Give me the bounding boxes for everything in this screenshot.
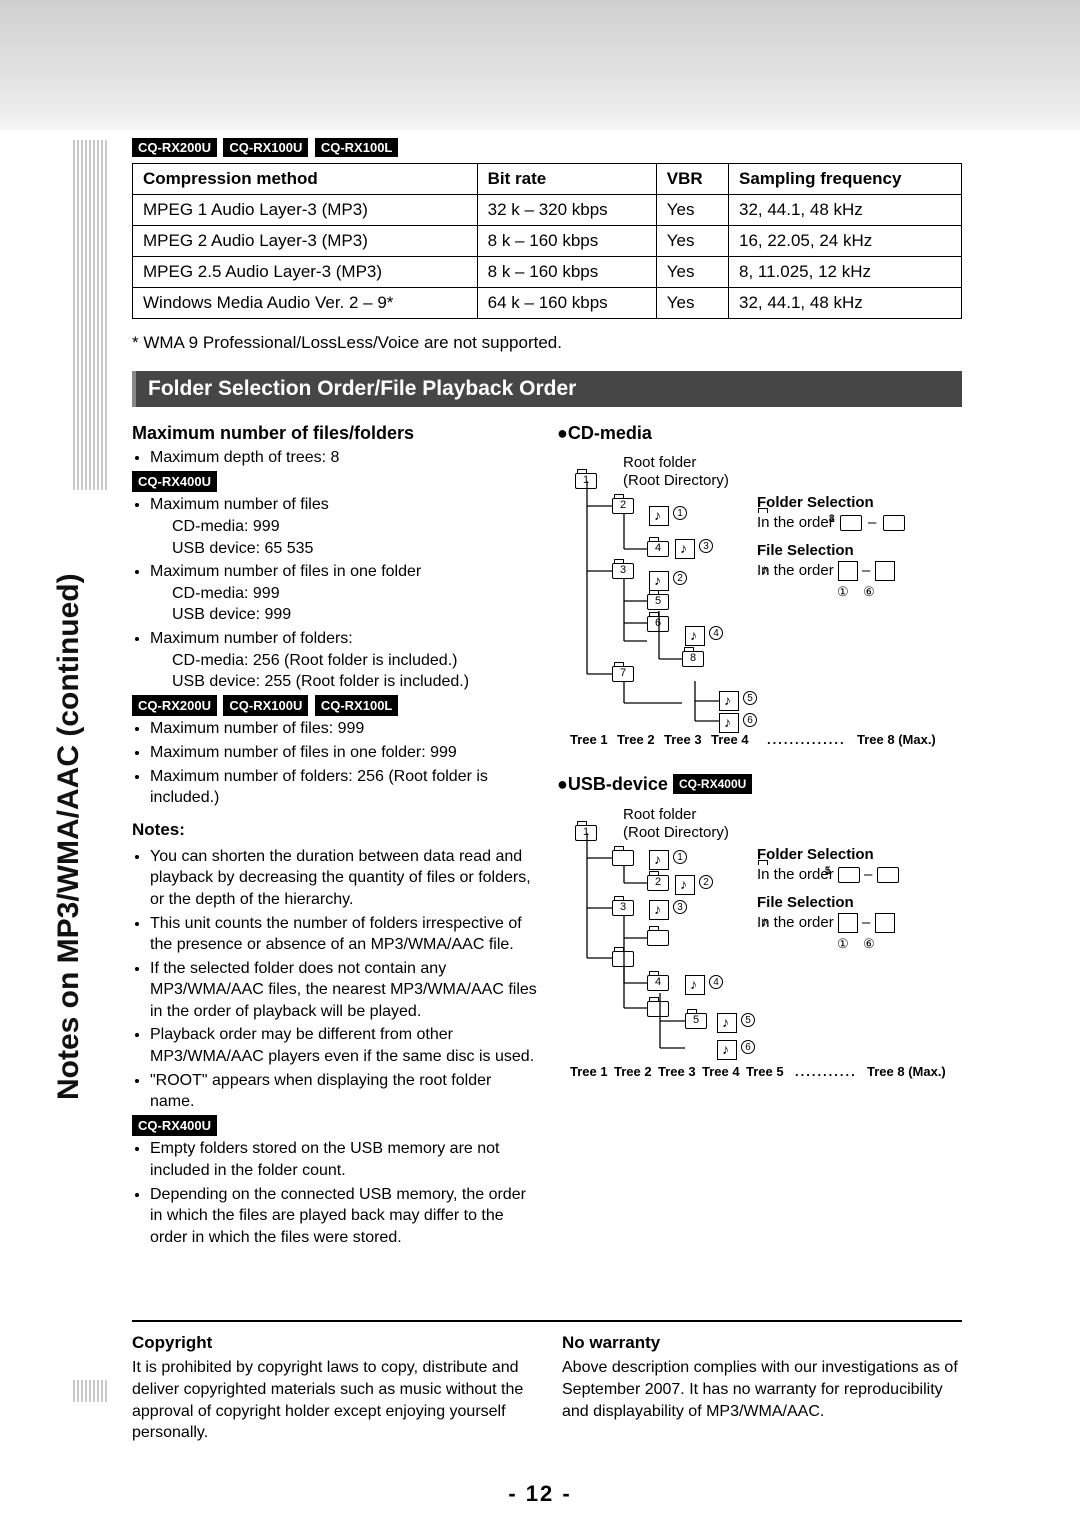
cell: MPEG 2.5 Audio Layer-3 (MP3) <box>133 257 478 288</box>
file-selection-order-cd: In the order – <box>757 561 895 581</box>
cell: Windows Media Audio Ver. 2 – 9* <box>133 288 478 319</box>
file-order-circles-usb: ① ⑥ <box>837 935 875 953</box>
wma-footnote: * WMA 9 Professional/LossLess/Voice are … <box>132 333 962 353</box>
cell: Yes <box>656 226 728 257</box>
file-order-circles-cd: ① ⑥ <box>837 583 875 601</box>
badge-rx100l: CQ-RX100L <box>315 138 399 157</box>
warranty-body: Above description complies with our inve… <box>562 1357 962 1422</box>
page-number: - 12 - <box>0 1481 1080 1507</box>
usb-tree-diagram: Root folder (Root Directory) 1 1 2 2 3 3… <box>557 803 962 1078</box>
right-column: ●CD-media Root folder (Root Directory) <box>557 417 962 1250</box>
vertical-title: Notes on MP3/WMA/AAC (continued) <box>52 573 86 1100</box>
left-stripe-top <box>73 140 109 490</box>
cell: MPEG 2 Audio Layer-3 (MP3) <box>133 226 478 257</box>
th-bitrate: Bit rate <box>477 164 656 195</box>
cell: 8 k – 160 kbps <box>477 226 656 257</box>
cell: Yes <box>656 288 728 319</box>
header-gray-band <box>0 0 1080 130</box>
li-b-maxfiles: Maximum number of files: 999 <box>150 718 537 740</box>
maxinfolder-cd: CD-media: 999 <box>172 583 537 605</box>
top-model-badges: CQ-RX200U CQ-RX100U CQ-RX100L <box>132 138 962 157</box>
li-maxfiles: Maximum number of files CD-media: 999 US… <box>150 494 537 559</box>
badge2-rx100l: CQ-RX100L <box>315 695 399 717</box>
note-3: If the selected folder does not contain … <box>150 958 537 1023</box>
cell: 16, 22.05, 24 kHz <box>728 226 961 257</box>
badge2-rx200u: CQ-RX200U <box>132 695 217 717</box>
tree-1-usb: Tree 1 <box>570 1063 608 1081</box>
divider <box>132 1320 962 1322</box>
copyright-body: It is prohibited by copyright laws to co… <box>132 1357 532 1443</box>
note-400-2: Depending on the connected USB memory, t… <box>150 1184 537 1249</box>
cell: 32, 44.1, 48 kHz <box>728 288 961 319</box>
h-nowarranty: No warranty <box>562 1332 962 1355</box>
copyright-block: Copyright It is prohibited by copyright … <box>132 1332 532 1443</box>
badge-rx400u-notes: CQ-RX400U <box>132 1115 217 1137</box>
note-5: "ROOT" appears when displaying the root … <box>150 1070 537 1113</box>
h-max-files-folders: Maximum number of files/folders <box>132 421 537 445</box>
note-4: Playback order may be different from oth… <box>150 1024 537 1067</box>
folder-selection-order-usb: In the order 1 – 5 <box>757 865 899 885</box>
tree-1-cd: Tree 1 <box>570 731 608 749</box>
tree-2-cd: Tree 2 <box>617 731 655 749</box>
maxfiles-usb: USB device: 65 535 <box>172 538 537 560</box>
tree-3-usb: Tree 3 <box>658 1063 696 1081</box>
maxinfolder-usb: USB device: 999 <box>172 604 537 626</box>
th-method: Compression method <box>133 164 478 195</box>
cell: 32, 44.1, 48 kHz <box>728 195 961 226</box>
file-selection-order-usb: In the order – <box>757 913 895 933</box>
file-selection-usb: File Selection <box>757 893 854 913</box>
folder-selection-label: Folder Selection <box>757 493 874 513</box>
th-sampling: Sampling frequency <box>728 164 961 195</box>
tree-2-usb: Tree 2 <box>614 1063 652 1081</box>
cd-tree-diagram: Root folder (Root Directory) 1 2 1 4 3 3… <box>557 451 962 746</box>
maxfolders-cd: CD-media: 256 (Root folder is included.) <box>172 650 537 672</box>
li-b-maxinfolder: Maximum number of files in one folder: 9… <box>150 742 537 764</box>
li-b-maxfolders: Maximum number of folders: 256 (Root fol… <box>150 766 537 809</box>
section-bar: Folder Selection Order/File Playback Ord… <box>132 371 962 407</box>
note-2: This unit counts the number of folders i… <box>150 913 537 956</box>
tree-dots-cd: .............. <box>767 731 846 749</box>
h-notes: Notes: <box>132 819 537 842</box>
note-400-1: Empty folders stored on the USB memory a… <box>150 1138 537 1181</box>
tree-4-usb: Tree 4 <box>702 1063 740 1081</box>
cell: MPEG 1 Audio Layer-3 (MP3) <box>133 195 478 226</box>
usb-badge: CQ-RX400U <box>673 774 752 794</box>
root-dir-label: (Root Directory) <box>623 471 729 491</box>
badge-rx400u: CQ-RX400U <box>132 471 217 493</box>
cell: Yes <box>656 195 728 226</box>
h-cd-media: ●CD-media <box>557 421 962 445</box>
file-selection-label: File Selection <box>757 541 854 561</box>
folder-selection-order-cd: In the order 1 – 8 <box>757 513 907 533</box>
note-1: You can shorten the duration between dat… <box>150 846 537 911</box>
tree-max-cd: Tree 8 (Max.) <box>857 731 936 749</box>
tree-3-cd: Tree 3 <box>664 731 702 749</box>
cell: Yes <box>656 257 728 288</box>
tree-dots-usb: ........... <box>795 1063 857 1081</box>
li-max-depth: Maximum depth of trees: 8 <box>150 447 537 469</box>
left-column: Maximum number of files/folders Maximum … <box>132 417 537 1250</box>
h-copyright: Copyright <box>132 1332 532 1355</box>
cell: 32 k – 320 kbps <box>477 195 656 226</box>
th-vbr: VBR <box>656 164 728 195</box>
folder-selection-usb: Folder Selection <box>757 845 874 865</box>
tree-max-usb: Tree 8 (Max.) <box>867 1063 946 1081</box>
maxfolders-usb: USB device: 255 (Root folder is included… <box>172 671 537 693</box>
badge2-rx100u: CQ-RX100U <box>223 695 308 717</box>
cell: 8, 11.025, 12 kHz <box>728 257 961 288</box>
tree-4-cd: Tree 4 <box>711 731 749 749</box>
left-stripe-bottom <box>73 1380 109 1402</box>
compression-table: Compression method Bit rate VBR Sampling… <box>132 163 962 319</box>
badge-rx100u: CQ-RX100U <box>223 138 308 157</box>
badge-rx200u: CQ-RX200U <box>132 138 217 157</box>
maxfiles-cd: CD-media: 999 <box>172 516 537 538</box>
warranty-block: No warranty Above description complies w… <box>562 1332 962 1443</box>
li-maxinfolder: Maximum number of files in one folder CD… <box>150 561 537 626</box>
cell: 8 k – 160 kbps <box>477 257 656 288</box>
cell: 64 k – 160 kbps <box>477 288 656 319</box>
li-maxfolders: Maximum number of folders: CD-media: 256… <box>150 628 537 693</box>
root-dir-label-usb: (Root Directory) <box>623 823 729 843</box>
h-usb-device: ●USB-device CQ-RX400U <box>557 772 962 796</box>
tree-5-usb: Tree 5 <box>746 1063 784 1081</box>
